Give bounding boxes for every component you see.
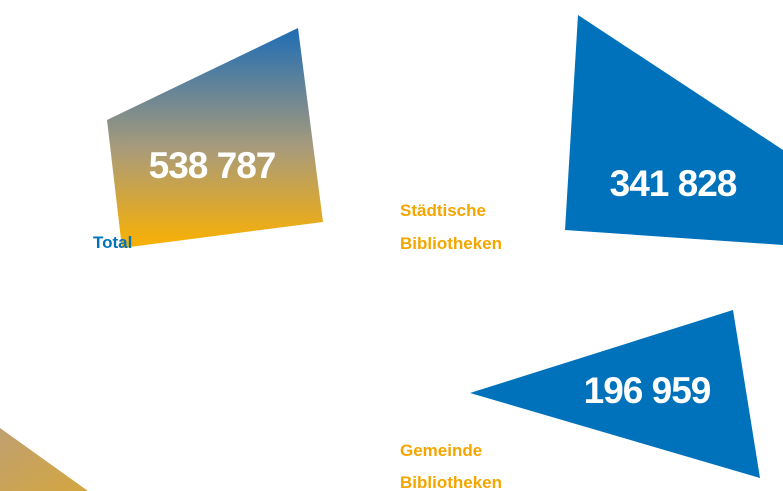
staedtische-label: Städtische [400, 201, 486, 220]
gemeinde-label: Gemeinde [400, 441, 482, 460]
gemeinde-shape [470, 310, 760, 478]
gemeinde-value: 196 959 [584, 370, 711, 411]
staedtische-value: 341 828 [610, 163, 737, 204]
staedtische-label: Bibliotheken [400, 234, 502, 253]
gemeinde-label: Bibliotheken [400, 473, 502, 491]
total-value: 538 787 [149, 145, 276, 186]
total-label: Total [93, 233, 132, 252]
corner-shape [0, 428, 88, 491]
staedtische-shape [565, 15, 783, 245]
total-shape [107, 28, 323, 248]
